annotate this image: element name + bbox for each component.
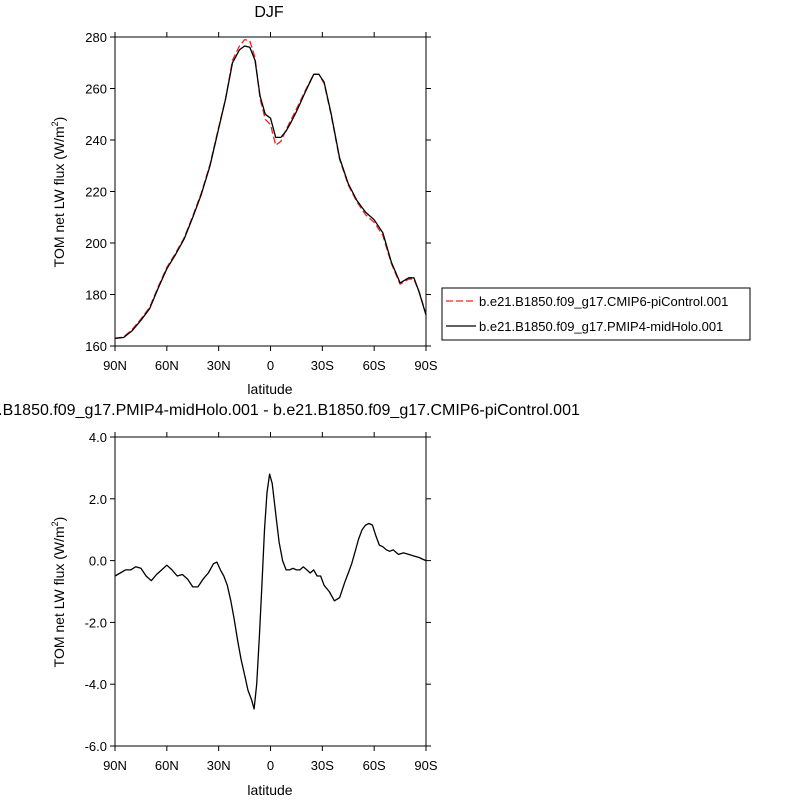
x-tick-label: 0 [267,758,274,773]
top-y-axis: 160 180 200 220 240 260 280 [85,30,431,354]
series-line-1 [114,45,427,339]
y-tick-label: -4.0 [85,677,107,692]
top-x-axis: 90N 60N 30N 0 30S 60S 90S [103,32,438,373]
x-tick-label: 90N [103,758,127,773]
bottom-y-axis: -6.0 -4.0 -2.0 0.0 2.0 4.0 [85,430,431,754]
bottom-y-axis-label-main: TOM net LW flux (W/m [51,526,67,667]
top-y-axis-label: TOM net LW flux (W/m2) [50,117,67,268]
y-tick-label: 280 [85,30,107,45]
y-tick-label: -2.0 [85,615,107,630]
y-tick-label: -6.0 [85,739,107,754]
top-y-axis-label-sup: 2 [50,121,60,126]
bottom-y-axis-label-end: ) [51,517,67,522]
x-tick-label: 30N [207,758,231,773]
bottom-y-axis-label: TOM net LW flux (W/m2) [50,517,67,668]
y-tick-label: 240 [85,133,107,148]
x-tick-label: 90N [103,358,127,373]
bottom-chart-title: b.e21.B1850.f09_g17.PMIP4-midHolo.001 - … [0,402,580,419]
y-tick-label: 260 [85,82,107,97]
top-chart-title: DJF [254,4,284,21]
legend-label-picontrol: b.e21.B1850.f09_g17.CMIP6-piControl.001 [479,294,728,309]
x-tick-label: 60S [363,358,386,373]
legend: b.e21.B1850.f09_g17.CMIP6-piControl.001 … [441,287,751,341]
y-tick-label: 2.0 [89,492,107,507]
bottom-x-axis: 90N 60N 30N 0 30S 60S 90S [103,432,438,773]
x-tick-label: 30N [207,358,231,373]
y-tick-label: 0.0 [89,554,107,569]
top-plot-frame [114,36,427,347]
top-y-axis-label-end: ) [51,117,67,122]
bottom-series-group [114,473,427,710]
top-x-axis-label: latitude [247,381,292,397]
x-tick-label: 30S [311,758,334,773]
bottom-plot-frame [114,436,427,747]
y-tick-label: 160 [85,339,107,354]
top-series-group [114,38,427,339]
x-tick-label: 30S [311,358,334,373]
y-tick-label: 220 [85,185,107,200]
bottom-x-axis-label: latitude [247,782,292,798]
legend-label-midholo: b.e21.B1850.f09_g17.PMIP4-midHolo.001 [479,319,723,334]
x-tick-label: 60S [363,758,386,773]
y-tick-label: 200 [85,236,107,251]
x-tick-label: 90S [414,358,437,373]
series-line-0 [114,38,427,339]
x-tick-label: 60N [155,358,179,373]
y-tick-label: 180 [85,288,107,303]
top-chart: DJF 160 180 200 220 240 260 280 90N 60N 30N 0 30S 6… [50,4,751,397]
x-tick-label: 90S [414,758,437,773]
series-line-0 [114,473,427,710]
bottom-chart: b.e21.B1850.f09_g17.PMIP4-midHolo.001 - … [0,402,580,798]
top-y-axis-label-main: TOM net LW flux (W/m [51,126,67,267]
y-tick-label: 4.0 [89,430,107,445]
x-tick-label: 60N [155,758,179,773]
legend-box [441,287,751,341]
bottom-y-axis-label-sup: 2 [50,521,60,526]
x-tick-label: 0 [267,358,274,373]
